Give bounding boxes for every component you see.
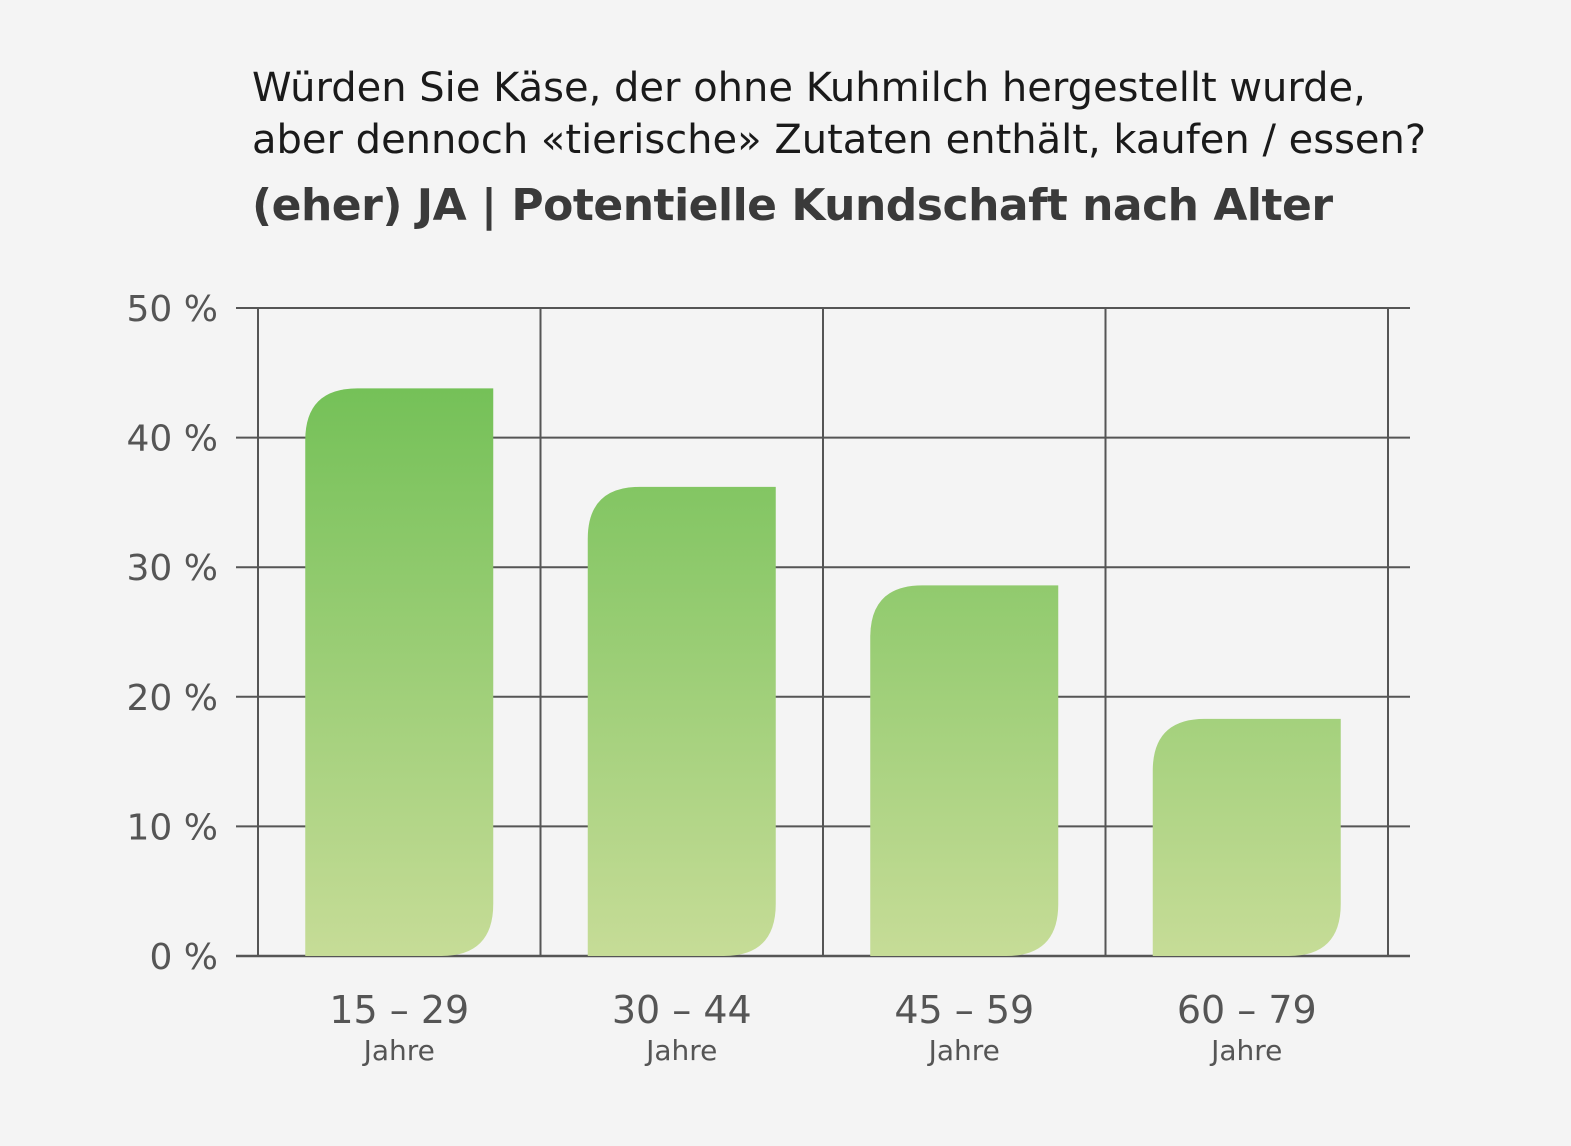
y-tick-label: 20 % <box>127 678 218 719</box>
x-category-sublabel: Jahre <box>362 1034 435 1067</box>
title-block: Würden Sie Käse, der ohne Kuhmilch herge… <box>252 62 1552 234</box>
x-category-label: 30 – 44 <box>612 988 752 1032</box>
y-tick-label: 0 % <box>149 937 218 978</box>
y-axis-tick-labels: 0 % 10 % 20 % 30 % 40 % 50 % <box>127 289 218 978</box>
bars <box>305 388 1341 956</box>
chart-title-line-1: Würden Sie Käse, der ohne Kuhmilch herge… <box>252 65 1366 111</box>
bar <box>1152 718 1341 956</box>
chart-title-line-2: aber dennoch «tierische» Zutaten enthält… <box>252 117 1427 163</box>
x-category-sublabel: Jahre <box>644 1034 717 1067</box>
y-tick-label: 50 % <box>127 289 218 330</box>
x-category-label: 60 – 79 <box>1177 988 1317 1032</box>
x-category-label: 15 – 29 <box>329 988 469 1032</box>
x-category-label: 45 – 59 <box>894 988 1034 1032</box>
bar <box>587 486 776 956</box>
x-category-sublabel: Jahre <box>1209 1034 1282 1067</box>
x-category-sublabel: Jahre <box>927 1034 1000 1067</box>
y-tick-label: 10 % <box>127 807 218 848</box>
chart-subtitle: (eher) JA | Potentielle Kundschaft nach … <box>252 180 1333 231</box>
bar <box>305 388 494 956</box>
bar <box>870 585 1059 956</box>
chart-title: Würden Sie Käse, der ohne Kuhmilch herge… <box>252 62 1552 166</box>
axis <box>257 308 1389 956</box>
y-tick-label: 30 % <box>127 548 218 589</box>
y-tick-label: 40 % <box>127 419 218 460</box>
